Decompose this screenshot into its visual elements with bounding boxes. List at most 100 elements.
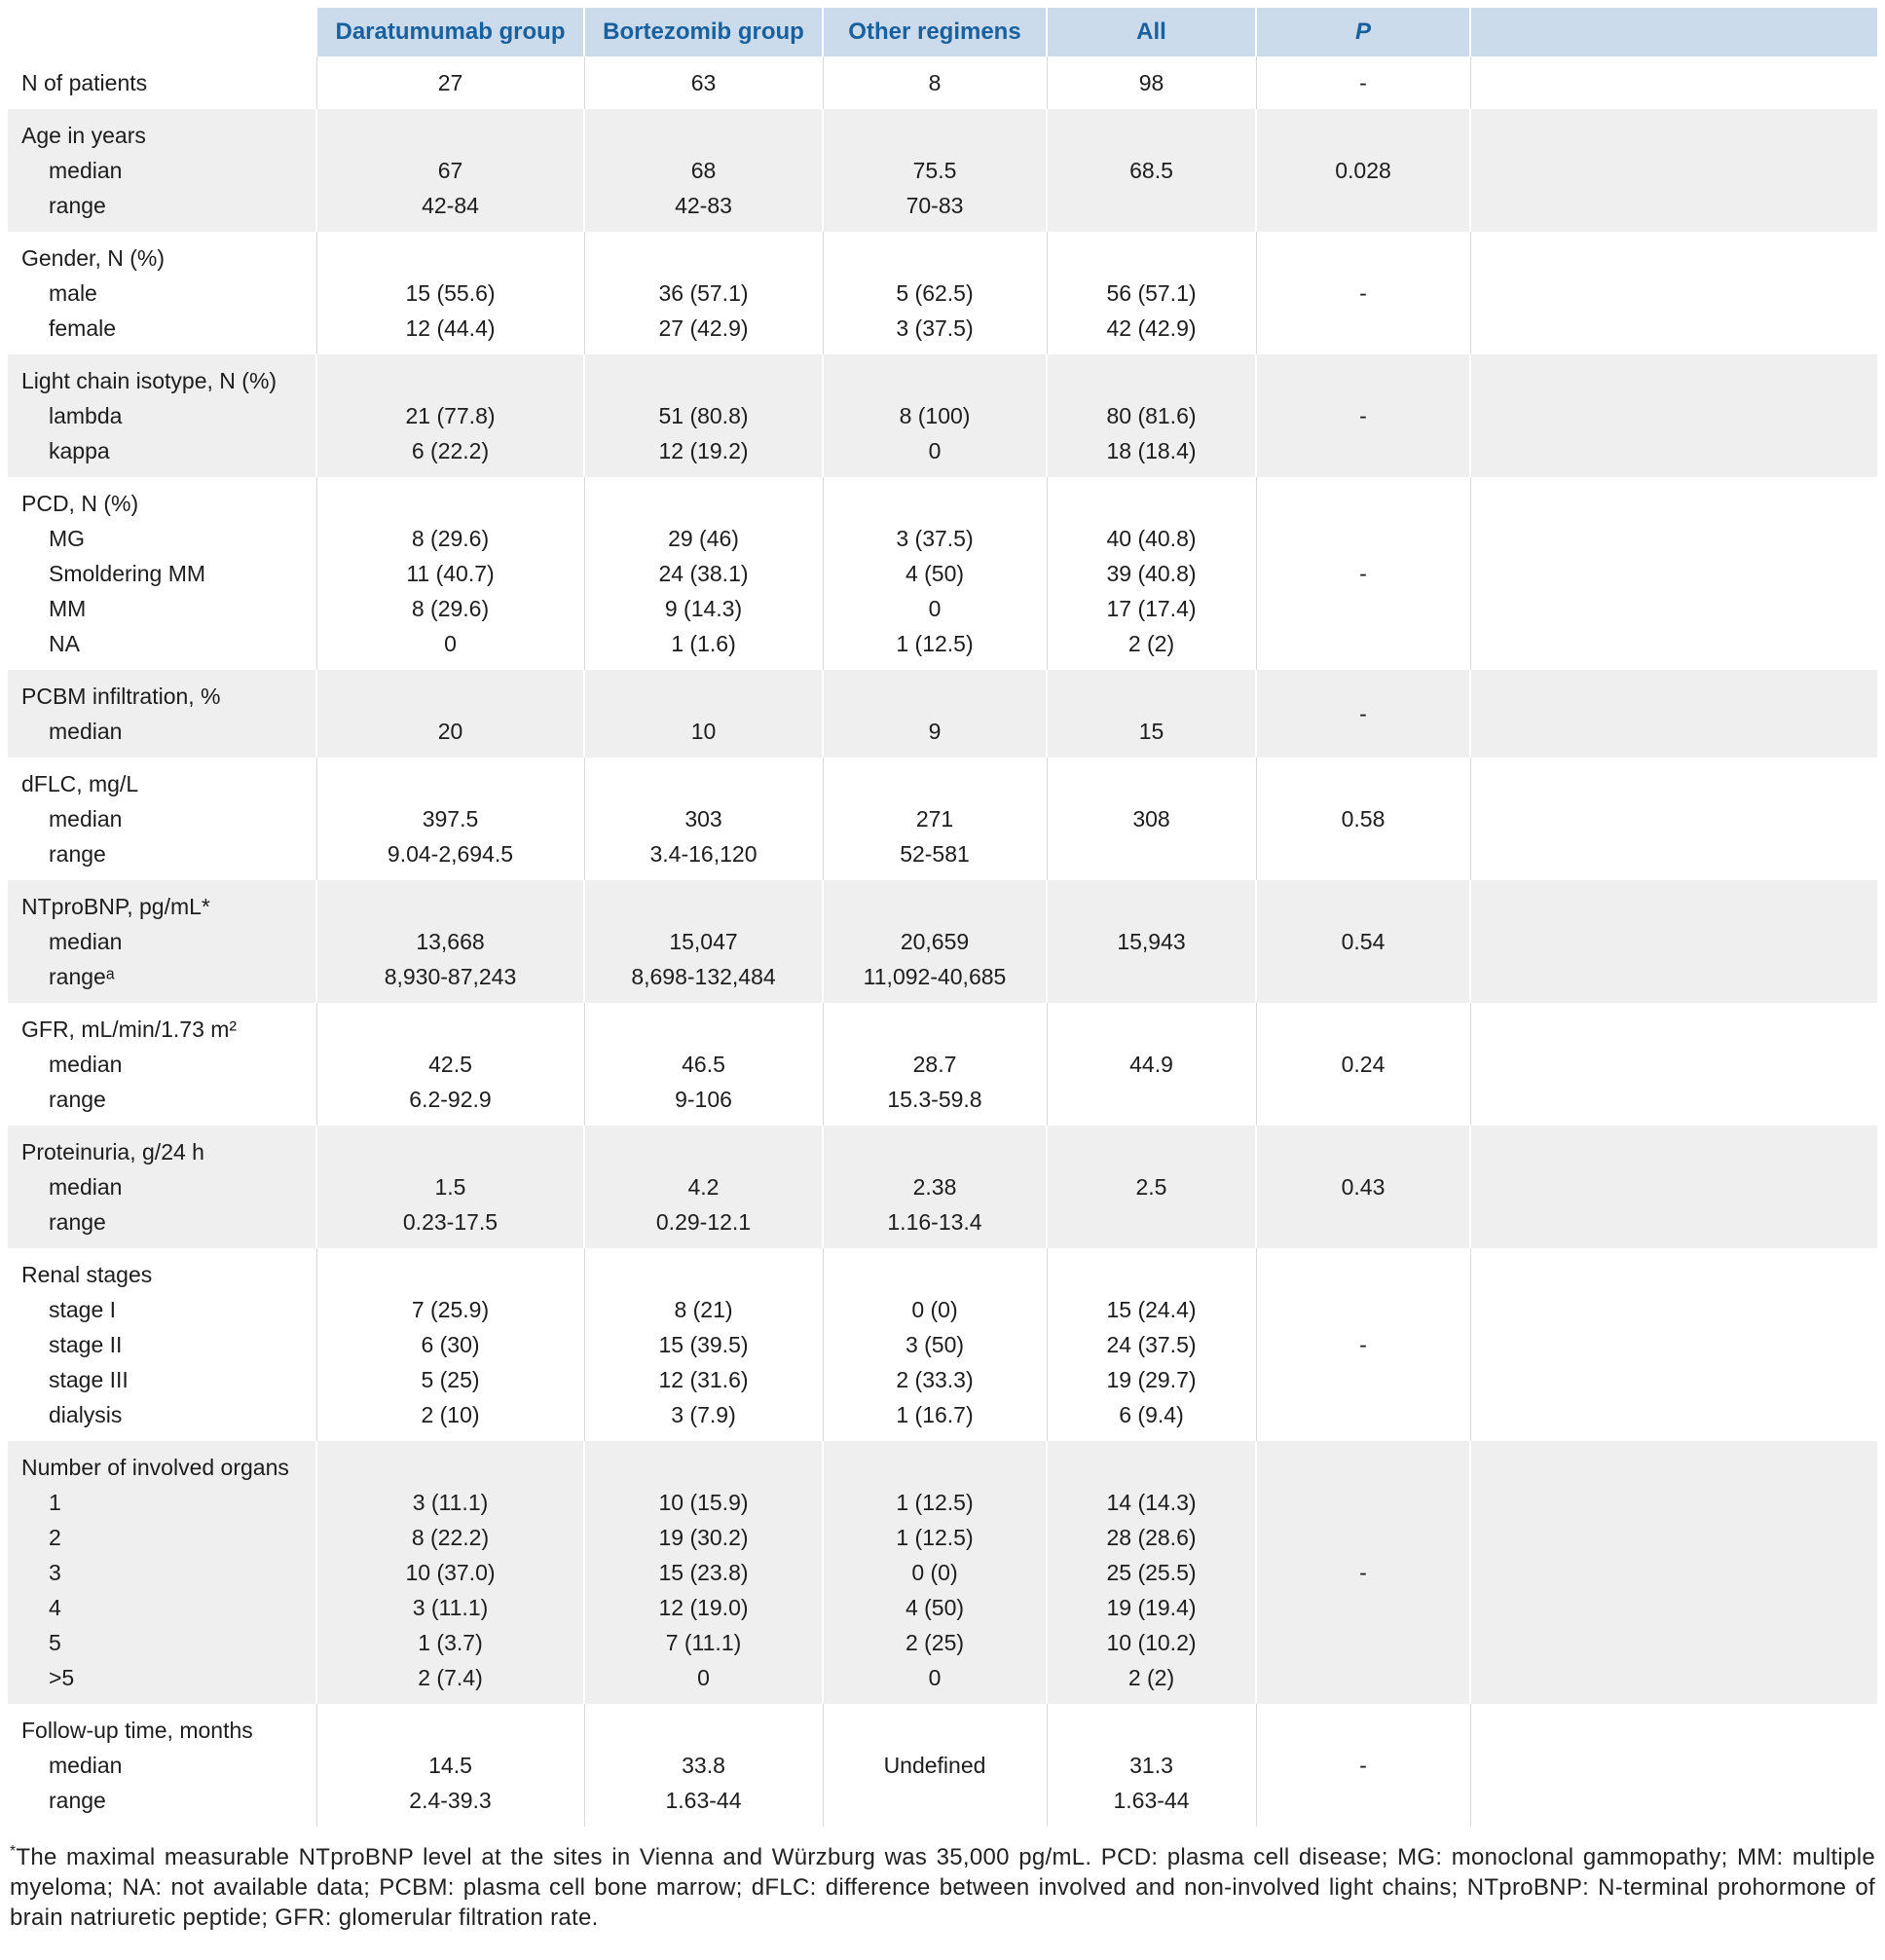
value-cell: 3 (50) xyxy=(822,1327,1047,1362)
value-cell: 6 (9.4) xyxy=(1046,1397,1256,1441)
row-label: median xyxy=(49,719,123,744)
row-label: median xyxy=(49,929,123,954)
table-row: MM 8 (29.6) 9 (14.3) 0 17 (17.4) xyxy=(8,591,1877,626)
value-cell: 7 (11.1) xyxy=(583,1625,823,1660)
value-cell xyxy=(583,1441,823,1485)
row-label: lambda xyxy=(49,403,123,428)
spacer-cell xyxy=(1469,232,1877,354)
value-cell: 9.04-2,694.5 xyxy=(315,836,584,880)
value-cell: 9 xyxy=(822,714,1047,758)
value-cell: 12 (31.6) xyxy=(583,1362,823,1397)
value-cell: 4.2 xyxy=(583,1169,823,1204)
column-header-spacer xyxy=(1469,8,1877,56)
footnote-text: The maximal measurable NTproBNP level at… xyxy=(10,1844,1875,1931)
table-row: median 1.5 4.2 2.38 2.5 xyxy=(8,1169,1877,1204)
spacer-cell xyxy=(1469,109,1877,232)
value-cell: 1 (12.5) xyxy=(822,626,1047,670)
table-row: stage II 6 (30) 15 (39.5) 3 (50) 24 (37.5) xyxy=(8,1327,1877,1362)
value-cell: 12 (44.4) xyxy=(315,311,584,354)
value-cell xyxy=(1046,1126,1256,1169)
spacer-cell xyxy=(1469,354,1877,477)
value-cell: 303 xyxy=(583,801,823,836)
value-cell: 0.23-17.5 xyxy=(315,1204,584,1248)
row-label: 1 xyxy=(49,1490,61,1515)
table-row: median 14.5 33.8 Undefined 31.3 xyxy=(8,1748,1877,1783)
value-cell xyxy=(583,1248,823,1292)
table-row: Light chain isotype, N (%) - xyxy=(8,354,1877,477)
value-cell: 63 xyxy=(583,56,823,109)
row-label: 4 xyxy=(49,1595,61,1620)
table-row: PCBM infiltration, % - xyxy=(8,670,1877,758)
value-cell: 70-83 xyxy=(822,188,1047,232)
value-cell: 4 (50) xyxy=(822,1590,1047,1625)
value-cell xyxy=(822,1783,1047,1827)
table-row: 2 8 (22.2) 19 (30.2) 1 (12.5) 28 (28.6) xyxy=(8,1520,1877,1555)
value-cell: 7 (25.9) xyxy=(315,1292,584,1327)
spacer-cell xyxy=(1469,477,1877,670)
value-cell: 3 (7.9) xyxy=(583,1397,823,1441)
value-cell: 21 (77.8) xyxy=(315,398,584,433)
value-cell xyxy=(315,670,584,714)
value-cell: 20 xyxy=(315,714,584,758)
value-cell: 75.5 xyxy=(822,153,1047,188)
value-cell: 3 (37.5) xyxy=(822,311,1047,354)
value-cell: 11 (40.7) xyxy=(315,556,584,591)
value-cell: 1 (1.6) xyxy=(583,626,823,670)
characteristics-table: Daratumumab group Bortezomib group Other r… xyxy=(8,8,1877,1827)
value-cell xyxy=(1046,758,1256,801)
value-cell: 10 (37.0) xyxy=(315,1555,584,1590)
row-label: Follow-up time, months xyxy=(21,1718,253,1743)
value-cell: 56 (57.1) xyxy=(1046,276,1256,311)
value-cell: 0 xyxy=(822,1660,1047,1704)
value-cell: 397.5 xyxy=(315,801,584,836)
table-row: median 42.5 46.5 28.7 44.9 xyxy=(8,1047,1877,1082)
row-group: PCD, N (%) - MG 8 (29.6) 29 (46) 3 (37.5) 40 (… xyxy=(8,477,1877,670)
table-row: stage III 5 (25) 12 (31.6) 2 (33.3) 19 (29.7… xyxy=(8,1362,1877,1397)
table-row: Age in years 0.028 xyxy=(8,109,1877,232)
row-label: N of patients xyxy=(21,70,148,95)
row-label: PCBM infiltration, % xyxy=(21,684,221,709)
column-header-all: All xyxy=(1046,8,1256,56)
value-cell: 80 (81.6) xyxy=(1046,398,1256,433)
value-cell xyxy=(1046,880,1256,924)
row-label: median xyxy=(49,1052,123,1077)
table-row: stage I 7 (25.9) 8 (21) 0 (0) 15 (24.4) xyxy=(8,1292,1877,1327)
p-value-cell: - xyxy=(1255,670,1470,758)
table-row: NA 0 1 (1.6) 1 (12.5) 2 (2) xyxy=(8,626,1877,670)
value-cell: 1 (16.7) xyxy=(822,1397,1047,1441)
table-row: MG 8 (29.6) 29 (46) 3 (37.5) 40 (40.8) xyxy=(8,521,1877,556)
table-row: N of patients 27 63 8 98- xyxy=(8,56,1877,109)
value-cell: 27 (42.9) xyxy=(583,311,823,354)
value-cell: 0 (0) xyxy=(822,1555,1047,1590)
value-cell: 0 xyxy=(315,626,584,670)
row-label: rangeᵃ xyxy=(49,964,115,989)
spacer-cell xyxy=(1469,1441,1877,1704)
p-value-cell: 0.58 xyxy=(1255,758,1470,880)
value-cell: 8 (100) xyxy=(822,398,1047,433)
table-row: median 20 10 9 15 xyxy=(8,714,1877,758)
value-cell xyxy=(822,109,1047,153)
row-label: 3 xyxy=(49,1560,61,1585)
row-label: female xyxy=(49,315,117,341)
table-row: NTproBNP, pg/mL* 0.54 xyxy=(8,880,1877,1003)
table-row: median 67 68 75.5 68.5 xyxy=(8,153,1877,188)
column-header-other-regimens: Other regimens xyxy=(822,8,1047,56)
value-cell: 40 (40.8) xyxy=(1046,521,1256,556)
column-header-row-label xyxy=(8,8,316,56)
value-cell xyxy=(315,1126,584,1169)
value-cell xyxy=(583,109,823,153)
table-row: dialysis 2 (10) 3 (7.9) 1 (16.7) 6 (9.4) xyxy=(8,1397,1877,1441)
value-cell: 67 xyxy=(315,153,584,188)
row-label: range xyxy=(49,193,106,218)
table-row: range 9.04-2,694.5 3.4-16,120 52-581 xyxy=(8,836,1877,880)
value-cell xyxy=(1046,836,1256,880)
value-cell: 2 (2) xyxy=(1046,626,1256,670)
value-cell xyxy=(583,1126,823,1169)
value-cell xyxy=(822,880,1047,924)
value-cell: 1 (12.5) xyxy=(822,1485,1047,1520)
table-row: median 13,668 15,047 20,659 15,943 xyxy=(8,924,1877,959)
value-cell xyxy=(1046,232,1256,276)
value-cell: 14 (14.3) xyxy=(1046,1485,1256,1520)
p-value-cell: 0.43 xyxy=(1255,1126,1470,1248)
value-cell: 6.2-92.9 xyxy=(315,1082,584,1126)
